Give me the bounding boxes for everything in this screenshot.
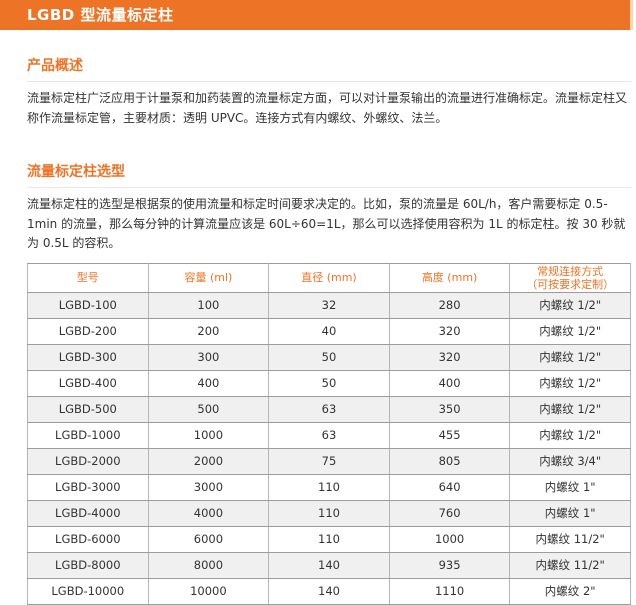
cell-capacity: 400 — [147, 369, 270, 397]
table-row: LGBD-10000 10000 140 1110 内螺纹 2" — [27, 577, 631, 605]
cell-connection: 内螺纹 1/2" — [509, 291, 631, 319]
table-row: LGBD-3000 3000 110 640 内螺纹 1" — [27, 473, 631, 501]
table-row: LGBD-200 200 40 320 内螺纹 1/2" — [27, 317, 631, 345]
table-row: LGBD-500 500 63 350 内螺纹 1/2" — [27, 395, 631, 423]
cell-diameter: 110 — [268, 499, 390, 527]
cell-model: LGBD-1000 — [27, 421, 149, 449]
cell-capacity: 200 — [147, 317, 270, 345]
cell-height: 640 — [388, 473, 511, 501]
section-body-selection: 流量标定柱的选型是根据泵的使用流量和标定时间要求决定的。比如，泵的流量是 60L… — [27, 197, 626, 250]
cell-capacity: 300 — [147, 343, 270, 371]
cell-height: 280 — [388, 291, 511, 319]
cell-diameter: 110 — [268, 473, 390, 501]
page-title-bar: LGBD 型流量标定柱 — [0, 0, 633, 30]
table-row: LGBD-400 400 50 400 内螺纹 1/2" — [27, 369, 631, 397]
cell-model: LGBD-4000 — [27, 499, 149, 527]
cell-connection: 内螺纹 1" — [509, 499, 631, 527]
table-row: LGBD-2000 2000 75 805 内螺纹 3/4" — [27, 447, 631, 475]
table-row: LGBD-1000 1000 63 455 内螺纹 1/2" — [27, 421, 631, 449]
section-heading-selection: 流量标定柱选型 — [27, 128, 631, 188]
cell-capacity: 2000 — [147, 447, 270, 475]
cell-model: LGBD-10000 — [27, 577, 149, 605]
cell-height: 935 — [388, 551, 511, 579]
cell-connection: 内螺纹 1/2" — [509, 421, 631, 449]
cell-model: LGBD-100 — [27, 291, 149, 319]
section-body-overview: 流量标定柱广泛应用于计量泵和加药装置的流量标定方面，可以对计量泵输出的流量进行准… — [27, 91, 628, 125]
cell-model: LGBD-8000 — [27, 551, 149, 579]
table-row: LGBD-300 300 50 320 内螺纹 1/2" — [27, 343, 631, 371]
column-header-diameter: 直径 (mm) — [268, 262, 390, 293]
cell-diameter: 63 — [268, 421, 390, 449]
cell-connection: 内螺纹 11/2" — [509, 525, 631, 553]
cell-diameter: 110 — [268, 525, 390, 553]
cell-capacity: 1000 — [147, 421, 270, 449]
column-header-connection-line1: 常规连接方式 — [537, 264, 604, 278]
column-header-capacity: 容量 (ml) — [147, 262, 270, 293]
page-title: LGBD 型流量标定柱 — [27, 6, 174, 24]
cell-capacity: 10000 — [147, 577, 270, 605]
cell-connection: 内螺纹 1" — [509, 473, 631, 501]
cell-diameter: 50 — [268, 369, 390, 397]
cell-height: 1000 — [388, 525, 511, 553]
cell-diameter: 140 — [268, 551, 390, 579]
cell-capacity: 6000 — [147, 525, 270, 553]
cell-height: 320 — [388, 343, 511, 371]
cell-connection: 内螺纹 1/2" — [509, 343, 631, 371]
cell-diameter: 32 — [268, 291, 390, 319]
cell-height: 320 — [388, 317, 511, 345]
cell-model: LGBD-500 — [27, 395, 149, 423]
spec-table-header-row: 型号 容量 (ml) 直径 (mm) 高度 (mm) 常规连接方式 （可按要求定… — [27, 262, 631, 293]
cell-height: 400 — [388, 369, 511, 397]
spec-table-body: LGBD-100 100 32 280 内螺纹 1/2" LGBD-200 20… — [27, 291, 631, 605]
cell-capacity: 8000 — [147, 551, 270, 579]
table-row: LGBD-6000 6000 110 1000 内螺纹 11/2" — [27, 525, 631, 553]
cell-height: 455 — [388, 421, 511, 449]
cell-capacity: 4000 — [147, 499, 270, 527]
cell-height: 760 — [388, 499, 511, 527]
cell-connection: 内螺纹 1/2" — [509, 369, 631, 397]
table-row: LGBD-100 100 32 280 内螺纹 1/2" — [27, 291, 631, 319]
cell-diameter: 40 — [268, 317, 390, 345]
cell-capacity: 3000 — [147, 473, 270, 501]
cell-model: LGBD-400 — [27, 369, 149, 397]
content-area: 产品概述 流量标定柱广泛应用于计量泵和加药装置的流量标定方面，可以对计量泵输出的… — [0, 30, 636, 605]
cell-connection: 内螺纹 2" — [509, 577, 631, 605]
cell-model: LGBD-6000 — [27, 525, 149, 553]
cell-connection: 内螺纹 11/2" — [509, 551, 631, 579]
cell-model: LGBD-300 — [27, 343, 149, 371]
column-header-model: 型号 — [27, 262, 149, 293]
cell-diameter: 50 — [268, 343, 390, 371]
cell-height: 1110 — [388, 577, 511, 605]
table-row: LGBD-4000 4000 110 760 内螺纹 1" — [27, 499, 631, 527]
column-header-connection: 常规连接方式 （可按要求定制） — [509, 262, 631, 293]
cell-capacity: 100 — [147, 291, 270, 319]
cell-diameter: 75 — [268, 447, 390, 475]
cell-height: 805 — [388, 447, 511, 475]
spec-table: 型号 容量 (ml) 直径 (mm) 高度 (mm) 常规连接方式 （可按要求定… — [27, 262, 631, 605]
cell-model: LGBD-2000 — [27, 447, 149, 475]
spec-table-header: 型号 容量 (ml) 直径 (mm) 高度 (mm) 常规连接方式 （可按要求定… — [27, 262, 631, 293]
cell-capacity: 500 — [147, 395, 270, 423]
cell-connection: 内螺纹 3/4" — [509, 447, 631, 475]
cell-model: LGBD-3000 — [27, 473, 149, 501]
table-row: LGBD-8000 8000 140 935 内螺纹 11/2" — [27, 551, 631, 579]
cell-diameter: 140 — [268, 577, 390, 605]
column-header-connection-line2: （可按要求定制） — [526, 277, 615, 291]
section-heading-overview: 产品概述 — [27, 30, 631, 82]
cell-height: 350 — [388, 395, 511, 423]
cell-diameter: 63 — [268, 395, 390, 423]
cell-connection: 内螺纹 1/2" — [509, 395, 631, 423]
column-header-height: 高度 (mm) — [388, 262, 511, 293]
cell-connection: 内螺纹 1/2" — [509, 317, 631, 345]
cell-model: LGBD-200 — [27, 317, 149, 345]
